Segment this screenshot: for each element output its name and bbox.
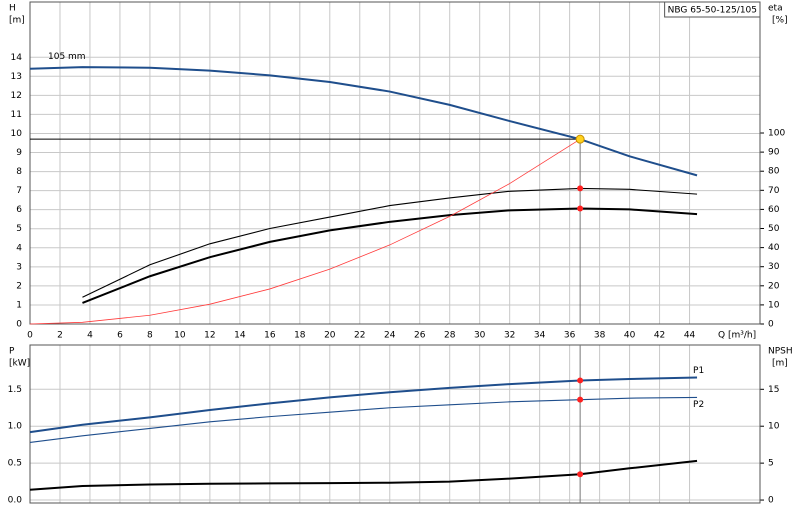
series-line [29, 376, 698, 434]
y2-tick-label: 10 [768, 422, 780, 432]
series-label: P2 [693, 400, 704, 410]
series-line [29, 66, 698, 177]
y-tick-label: 13 [11, 72, 22, 82]
x-tick-label: 2 [57, 331, 63, 341]
y-tick-label: 2 [16, 281, 22, 291]
y-tick-label: 0.5 [8, 459, 22, 469]
x-tick-label: 40 [624, 331, 636, 341]
plot-frame [29, 344, 761, 504]
x-tick-label: 32 [504, 331, 515, 341]
y2-axis-label: [%] [772, 16, 788, 26]
series-line [82, 187, 698, 298]
x-tick-label: 16 [264, 331, 276, 341]
y-tick-label: 1.5 [8, 385, 22, 395]
series-line [29, 396, 698, 444]
x-tick-label: 8 [147, 331, 153, 341]
x-tick-label: 24 [384, 331, 396, 341]
series-line [82, 207, 698, 304]
series-line [29, 459, 698, 491]
y-tick-label: 11 [11, 110, 22, 120]
x-tick-label: 38 [594, 331, 606, 341]
x-tick-label: 0 [27, 331, 33, 341]
y-tick-label: 3 [16, 262, 22, 272]
y-tick-label: 1 [16, 300, 22, 310]
x-tick-label: 14 [234, 331, 246, 341]
y-axis-label: [m] [9, 16, 25, 26]
y2-tick-label: 0 [768, 496, 774, 506]
y2-tick-label: 15 [768, 385, 779, 395]
x-tick-label: 12 [204, 331, 215, 341]
y-tick-label: 10 [11, 129, 23, 139]
y-tick-label: 8 [16, 167, 22, 177]
y-tick-label: 0.0 [8, 496, 23, 506]
y2-axis-label: [m] [772, 359, 788, 369]
x-tick-label: 6 [117, 331, 123, 341]
y2-tick-label: 5 [768, 459, 774, 469]
x-tick-label: 20 [324, 331, 336, 341]
x-tick-label: 34 [534, 331, 546, 341]
x-tick-label: 4 [87, 331, 93, 341]
y2-axis-label: NPSH [768, 347, 793, 357]
series-label: 105 mm [48, 52, 86, 62]
y-tick-label: 0 [16, 320, 22, 330]
y2-tick-label: 100 [768, 129, 785, 139]
y-tick-label: 4 [16, 243, 22, 253]
y-tick-label: 14 [11, 53, 23, 63]
x-tick-label: 44 [684, 331, 696, 341]
y2-tick-label: 0 [768, 320, 774, 330]
y2-tick-label: 50 [768, 224, 780, 234]
chart-title: NBG 65-50-125/105 [668, 6, 757, 16]
y-axis-label: [kW] [9, 359, 30, 369]
y2-tick-label: 20 [768, 281, 780, 291]
y-axis-label: H [9, 4, 16, 14]
title-box [664, 1, 761, 18]
duty-marker [577, 377, 584, 384]
x-axis-label: Q [m³/h] [718, 331, 756, 341]
plot-frame [29, 1, 761, 325]
duty-point [575, 134, 585, 144]
y-tick-label: 6 [16, 205, 22, 215]
x-tick-label: 26 [414, 331, 426, 341]
x-tick-label: 28 [444, 331, 456, 341]
duty-marker [577, 396, 584, 403]
y-tick-label: 7 [16, 186, 22, 196]
y2-tick-label: 70 [768, 186, 780, 196]
y2-tick-label: 10 [768, 300, 780, 310]
y2-tick-label: 30 [768, 262, 780, 272]
y-tick-label: 5 [16, 224, 22, 234]
series-line [29, 138, 581, 325]
x-tick-label: 42 [654, 331, 665, 341]
series-label: P1 [693, 366, 704, 376]
y-tick-label: 1.0 [8, 422, 23, 432]
y-tick-label: 12 [11, 91, 22, 101]
y2-tick-label: 40 [768, 243, 780, 253]
x-tick-label: 30 [474, 331, 486, 341]
y2-axis-label: eta [768, 4, 783, 14]
x-tick-label: 22 [354, 331, 365, 341]
duty-marker [577, 471, 584, 478]
y2-tick-label: 90 [768, 148, 780, 158]
duty-marker [577, 205, 584, 212]
y-axis-label: P [9, 347, 15, 357]
duty-marker [577, 185, 584, 192]
y-tick-label: 9 [16, 148, 22, 158]
y2-tick-label: 60 [768, 205, 780, 215]
x-tick-label: 18 [294, 331, 306, 341]
x-tick-label: 36 [564, 331, 576, 341]
y2-tick-label: 80 [768, 167, 780, 177]
x-tick-label: 10 [174, 331, 186, 341]
